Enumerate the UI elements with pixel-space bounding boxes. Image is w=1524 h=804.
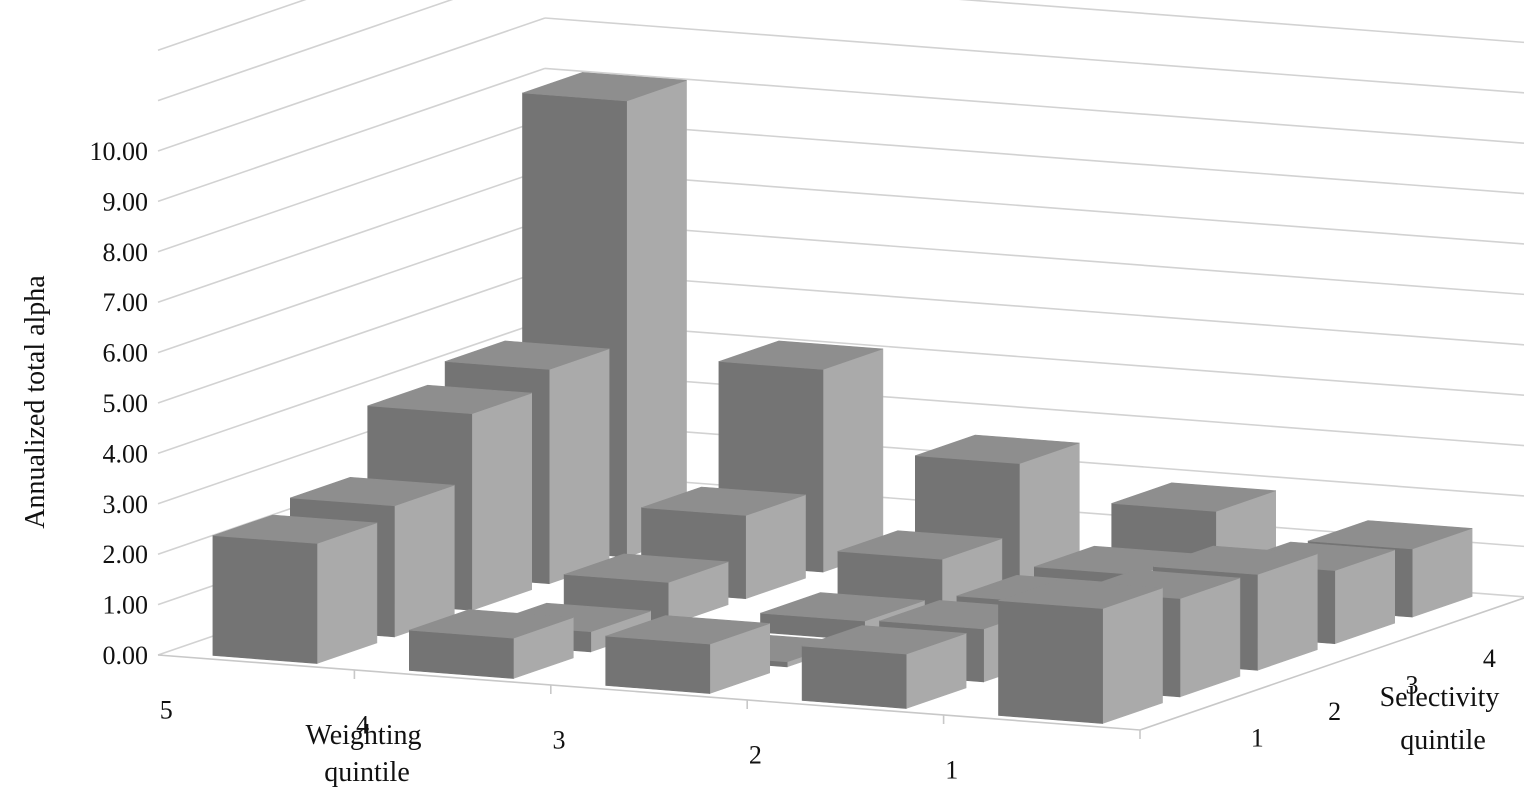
y-tick-label: 6.00 xyxy=(103,339,149,368)
bar-front-face xyxy=(408,629,514,679)
gridline-left-wall xyxy=(157,269,546,404)
y-tick-label: 3.00 xyxy=(103,490,149,519)
bar xyxy=(408,609,574,679)
bar-top-face xyxy=(605,615,770,645)
bar-top-face xyxy=(915,434,1080,464)
gridline-back-wall xyxy=(544,118,1524,195)
bar xyxy=(998,579,1163,724)
bar-front-face xyxy=(212,535,318,664)
gridline-back-wall xyxy=(544,269,1524,346)
y-tick-label: 9.00 xyxy=(103,187,149,216)
gridline-left-wall xyxy=(157,67,546,203)
bar-top-face xyxy=(290,476,455,507)
gridline-left-wall xyxy=(157,218,546,354)
bar-top-face xyxy=(409,609,574,639)
x-tick-label: 4 xyxy=(356,711,369,740)
bar-top-face xyxy=(212,514,377,544)
bar-side-face xyxy=(1179,577,1241,698)
selectivity-tick-labels: 12345 xyxy=(1251,644,1496,753)
bar-top-face xyxy=(1308,520,1473,550)
bar-top-face xyxy=(445,340,610,370)
bar-side-face xyxy=(626,79,687,558)
gridline-left-wall xyxy=(157,168,546,303)
gridlines xyxy=(157,0,1524,656)
bar-top-face xyxy=(641,486,806,516)
gridline-back-wall xyxy=(544,17,1524,94)
bar-top-face xyxy=(1153,545,1318,575)
y-tick-label: 5.00 xyxy=(103,389,149,418)
gridline-back-wall xyxy=(544,67,1524,144)
bar xyxy=(212,514,378,664)
gridline-back-wall xyxy=(544,218,1524,296)
gridline-back-wall xyxy=(544,370,1524,447)
x-tick-label: 2 xyxy=(749,741,762,770)
bar-top-face xyxy=(802,625,967,655)
x-tick-label: 5 xyxy=(160,696,173,725)
x-axis-title: Weighting quintile xyxy=(306,720,429,788)
bar xyxy=(801,625,967,709)
bar-side-face xyxy=(471,392,533,611)
y-axis-title: Annualized total alpha xyxy=(20,275,51,529)
bar xyxy=(605,615,771,694)
x-tick-label: 1 xyxy=(945,756,958,785)
bar-front-face xyxy=(998,600,1103,724)
y-tick-label: 2.00 xyxy=(103,540,149,569)
z-tick-label: 2 xyxy=(1328,697,1341,726)
z-tick-label: 1 xyxy=(1251,724,1264,753)
gridline-left-wall xyxy=(157,118,546,253)
bar-top-face xyxy=(718,340,883,370)
z-axis-title: Selectivity quintile xyxy=(1380,682,1507,756)
x-tick-label: 3 xyxy=(553,726,566,755)
bar-top-face xyxy=(837,530,1002,560)
bar-front-face xyxy=(605,635,711,694)
bar-top-face xyxy=(998,579,1163,609)
z-axis-title-line1: Selectivity xyxy=(1380,682,1500,713)
z-tick-label: 3 xyxy=(1406,671,1419,700)
bar xyxy=(837,530,1003,615)
bar-top-face xyxy=(367,384,532,415)
bars xyxy=(212,72,1473,724)
weighting-tick-labels: 5 4 3 2 1 xyxy=(160,696,959,785)
gridline-left-wall xyxy=(157,0,307,51)
y-tick-label: 0.00 xyxy=(103,641,149,670)
bar-front-face xyxy=(801,645,907,709)
y-tick-label: 10.00 xyxy=(90,137,149,166)
gridline-left-wall xyxy=(157,17,546,152)
bar-top-face xyxy=(522,72,687,102)
bar-side-face xyxy=(394,484,455,638)
bar-top-face xyxy=(760,592,925,622)
y-tick-label: 1.00 xyxy=(103,591,149,620)
bar-side-face xyxy=(548,348,610,585)
y-tick-label: 8.00 xyxy=(103,238,149,267)
x-axis-title-line1: Weighting xyxy=(306,720,422,751)
gridline-back-wall xyxy=(544,168,1524,245)
bar-side-face xyxy=(1102,587,1163,724)
z-tick-label: 4 xyxy=(1483,644,1496,673)
gridline-left-wall xyxy=(157,319,546,455)
y-tick-labels: 0.00 1.00 2.00 3.00 4.00 5.00 6.00 7.00 8.00 9.00… xyxy=(90,137,149,670)
x-axis-title-line2: quintile xyxy=(324,757,410,788)
bar-top-face xyxy=(1111,482,1276,512)
bar-top-face xyxy=(564,553,729,583)
gridline-back-wall xyxy=(958,0,1524,44)
z-axis-title-line2: quintile xyxy=(1400,725,1486,756)
y-tick-label: 7.00 xyxy=(103,288,149,317)
gridline-left-wall xyxy=(157,0,454,102)
bar-side-face xyxy=(316,522,378,664)
y-tick-label: 4.00 xyxy=(103,439,149,468)
gridline-back-wall xyxy=(544,319,1524,396)
axes xyxy=(157,597,1524,739)
